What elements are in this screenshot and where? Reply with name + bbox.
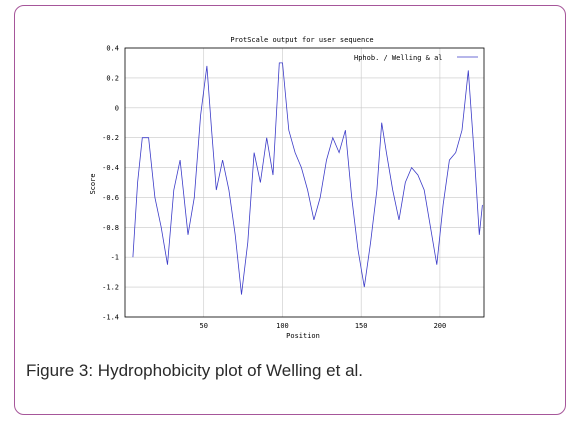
figure-frame (14, 5, 566, 415)
y-tick-label: -0.2 (102, 134, 119, 142)
y-tick-label: -1.4 (102, 314, 119, 322)
grid-lines (125, 47, 484, 318)
y-tick-label: -1.2 (102, 284, 119, 292)
series-line (132, 62, 483, 295)
x-tick-label: 100 (276, 322, 289, 330)
y-axis-label: Score (89, 173, 97, 194)
x-tick-label: 50 (200, 322, 208, 330)
plot-area-border (124, 47, 485, 318)
y-tick-label: 0.2 (106, 74, 119, 82)
figure-caption: Figure 3: Hydrophobicity plot of Welling… (26, 361, 364, 380)
y-tick-label: 0.4 (106, 45, 119, 53)
x-axis-label: Position (286, 332, 320, 340)
legend: Hphob. / Welling & al (354, 54, 478, 62)
y-tick-label: -0.6 (102, 194, 119, 202)
y-tick-label: -0.4 (102, 164, 119, 172)
y-tick-label: -1 (111, 254, 119, 262)
axis-ticks: -1.4 -1.2 -1 -0.8 -0.6 -0.4 -0.2 0 0.2 0.4 50 100 15… (102, 45, 446, 331)
x-tick-label: 150 (355, 322, 368, 330)
y-tick-label: -0.8 (102, 224, 119, 232)
legend-label: Hphob. / Welling & al (354, 54, 443, 62)
x-tick-label: 200 (434, 322, 447, 330)
chart-title: ProtScale output for user sequence (230, 36, 373, 44)
y-tick-label: 0 (115, 104, 119, 112)
